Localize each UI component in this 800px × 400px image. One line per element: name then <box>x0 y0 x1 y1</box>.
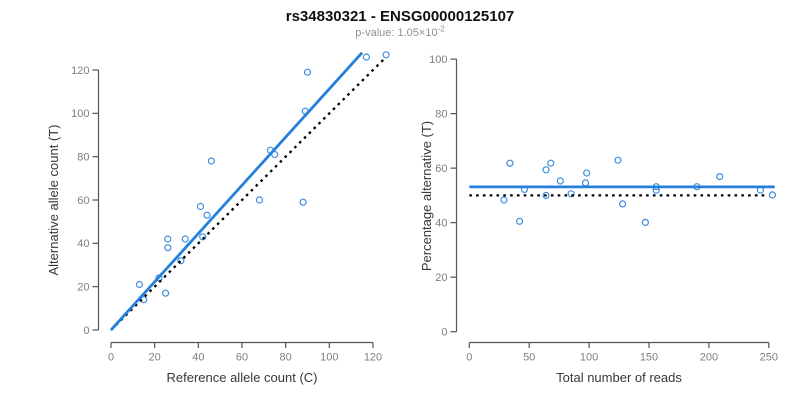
x-tick-label: 100 <box>580 352 598 364</box>
right-x-axis-label: Total number of reads <box>556 370 682 385</box>
x-tick-label: 200 <box>700 352 718 364</box>
data-point <box>255 196 264 204</box>
right-panel-percentage-scatter: Total number of reads Percentage alterna… <box>419 54 778 385</box>
y-tick-label: 0 <box>83 325 89 337</box>
data-point <box>135 280 143 289</box>
figure-title: rs34830321 - ENSG00000125107 <box>285 8 515 25</box>
x-tick-label: 0 <box>108 352 114 364</box>
x-tick-label: 20 <box>149 352 161 364</box>
y-tick-label: 100 <box>71 108 89 120</box>
y-tick-label: 80 <box>77 151 89 163</box>
y-tick-label: 20 <box>77 281 89 293</box>
left-y-axis-label: Alternative allele count (T) <box>46 124 61 275</box>
x-tick-label: 0 <box>466 352 472 364</box>
data-point <box>542 191 550 199</box>
pvalue-exponent: -2 <box>437 24 445 34</box>
data-point <box>547 159 555 167</box>
identity-line <box>110 58 385 331</box>
data-point <box>181 235 189 243</box>
data-point <box>542 166 550 174</box>
pvalue-text: p-value: 1.05×10 <box>355 27 438 39</box>
data-point <box>614 156 622 164</box>
x-tick-label: 100 <box>320 352 338 364</box>
data-point <box>515 217 524 225</box>
right-y-axis-label: Percentage alternative (T) <box>419 121 434 271</box>
data-point <box>641 218 650 226</box>
data-point <box>362 53 370 61</box>
data-point <box>506 159 514 167</box>
data-point <box>164 244 172 252</box>
x-tick-label: 120 <box>364 352 382 364</box>
left-panel-allele-count-scatter: Reference allele count (C) Alternative a… <box>46 51 390 385</box>
data-point <box>581 179 590 187</box>
x-tick-label: 80 <box>280 352 292 364</box>
y-tick-label: 80 <box>435 108 447 120</box>
data-point <box>500 196 508 204</box>
y-tick-label: 40 <box>77 238 89 250</box>
data-point <box>303 68 312 76</box>
data-point <box>299 198 307 206</box>
x-tick-label: 50 <box>523 352 535 364</box>
y-tick-label: 40 <box>435 217 447 229</box>
data-point <box>203 211 211 219</box>
data-point <box>768 191 777 199</box>
data-point <box>716 173 724 181</box>
x-tick-label: 250 <box>760 352 778 364</box>
y-tick-label: 0 <box>441 327 447 339</box>
figure-subtitle: p-value: 1.05×10-2 <box>0 24 800 39</box>
data-point <box>164 235 172 243</box>
x-tick-label: 150 <box>640 352 658 364</box>
x-tick-label: 60 <box>236 352 248 364</box>
y-tick-label: 20 <box>435 272 447 284</box>
data-point <box>556 177 564 185</box>
data-point <box>199 233 207 241</box>
data-point <box>382 51 390 59</box>
data-point <box>177 257 185 265</box>
x-tick-label: 40 <box>192 352 204 364</box>
data-point <box>162 289 170 297</box>
data-point <box>567 190 575 198</box>
y-tick-label: 120 <box>71 65 89 77</box>
y-tick-label: 60 <box>435 163 447 175</box>
fitted-line <box>109 51 364 331</box>
data-point <box>583 169 591 177</box>
y-tick-label: 60 <box>77 195 89 207</box>
data-point <box>196 202 205 211</box>
data-point <box>207 157 215 165</box>
left-x-axis-label: Reference allele count (C) <box>166 370 317 385</box>
data-point <box>618 200 627 208</box>
y-tick-label: 100 <box>429 54 447 66</box>
